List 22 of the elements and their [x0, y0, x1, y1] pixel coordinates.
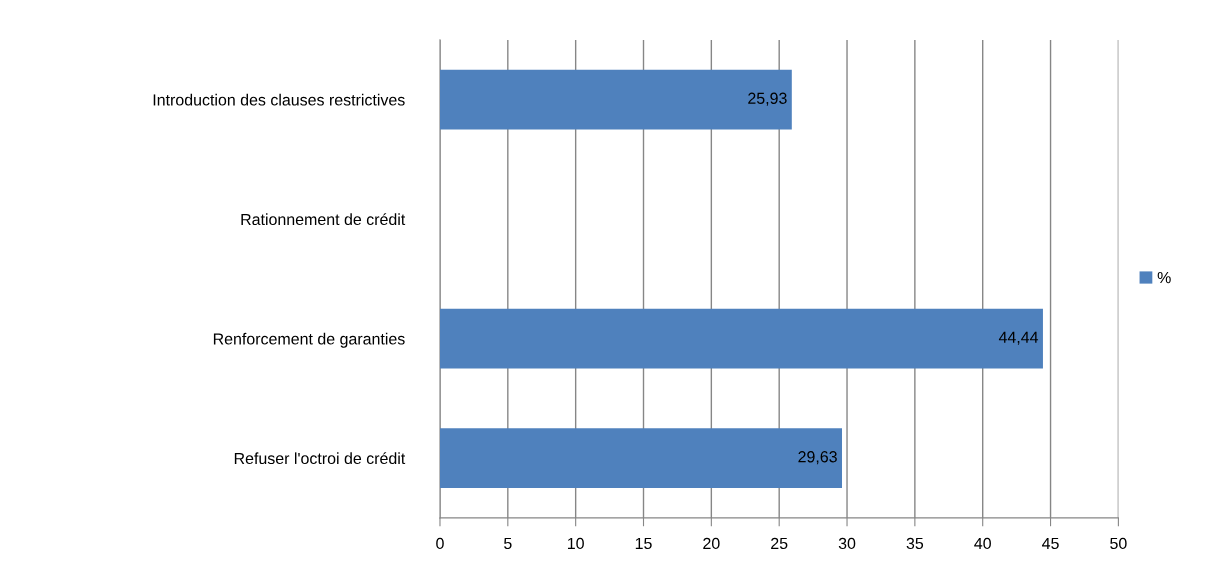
x-tick-label: 15: [635, 537, 652, 550]
bar: [439, 428, 843, 489]
y-tick-label: Introduction des clauses restrictives: [153, 93, 405, 106]
y-tick-label: Renforcement de garanties: [213, 332, 405, 348]
x-tick-label: 5: [504, 537, 512, 550]
y-tick-label: Refuser l'octroi de crédit: [234, 452, 406, 465]
bar: [439, 69, 792, 130]
data-label: 25,93: [748, 92, 787, 106]
legend-label: %: [1157, 271, 1171, 284]
x-tick-label: 30: [838, 537, 856, 550]
x-tick-label: 45: [1042, 537, 1059, 550]
x-tick-label: 10: [568, 537, 584, 550]
data-label: 44,44: [998, 331, 1039, 345]
y-tick-label: Rationnement de crédit: [241, 213, 406, 226]
x-tick-label: 40: [974, 537, 991, 550]
x-tick-label: 25: [771, 537, 788, 550]
x-tick-label: 35: [906, 537, 924, 550]
x-tick-label: 20: [703, 537, 720, 550]
data-label: 29,63: [798, 451, 837, 465]
x-tick-label: 50: [1110, 537, 1127, 550]
x-tick-label: 0: [436, 537, 444, 550]
bar: [439, 308, 1043, 369]
